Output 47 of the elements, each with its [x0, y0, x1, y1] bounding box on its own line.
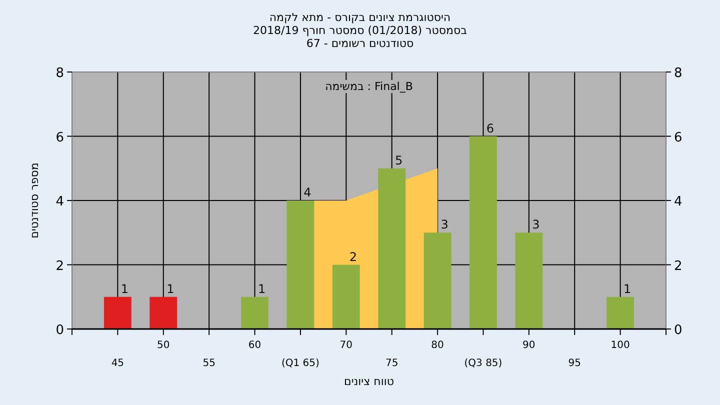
data-label: 1 [120, 282, 129, 296]
data-label: 5 [395, 153, 403, 168]
data-label: 3 [532, 218, 540, 232]
bar [606, 296, 634, 329]
annotation: Final_B : במשימה [325, 80, 413, 93]
y-tick-label: 0 [56, 323, 64, 338]
x-tick-label: 60 [248, 340, 262, 351]
bar [150, 296, 178, 329]
y-axis-title: מספר סטודנטים [28, 162, 41, 238]
chart-title: היסטוגרמת ציונים בקורס - מתא לקמה [269, 11, 451, 24]
x-tick-label: 55 [202, 358, 216, 369]
data-label: 2 [349, 250, 357, 264]
data-label: 6 [486, 121, 494, 136]
x-tick-label: 80 [431, 340, 444, 351]
x-tick-label: 90 [522, 340, 536, 351]
bar [378, 168, 406, 329]
y-tick-label: 2 [56, 258, 64, 274]
x-axis-title: טווח ציונים [344, 375, 394, 388]
data-label: 1 [166, 282, 174, 296]
y2-tick-label: 0 [674, 323, 682, 338]
y2-tick-label: 8 [674, 66, 682, 81]
data-label: 4 [304, 186, 312, 200]
bar [241, 296, 268, 329]
y2-tick-label: 2 [674, 258, 682, 274]
x-tick-label: (Q1 65) [281, 358, 320, 369]
y2-tick-label: 6 [674, 130, 682, 146]
x-tick-label: 70 [340, 340, 353, 351]
x-tick-label: 100 [610, 340, 630, 351]
y-tick-label: 6 [56, 130, 64, 146]
y-tick-label: 4 [56, 194, 64, 210]
chart-subtitle: בסמסטר (01/2018) סמסטר חורף 2018/19 סטודנטים רשומים - 67 [253, 24, 467, 50]
x-tick-label: 75 [385, 358, 398, 369]
data-label: 3 [440, 218, 448, 232]
bar [424, 232, 452, 329]
bar [104, 296, 132, 329]
y-tick-label: 8 [56, 66, 64, 81]
x-tick-label: 50 [157, 340, 170, 351]
bar [286, 200, 314, 329]
y2-tick-label: 4 [674, 194, 682, 210]
x-tick-label: 45 [111, 358, 124, 369]
data-label: 1 [623, 282, 632, 296]
bar [470, 136, 497, 329]
x-tick-label: 95 [568, 358, 581, 369]
x-tick-label: (Q3 85) [464, 358, 502, 369]
bar [332, 264, 360, 329]
data-label: 1 [258, 282, 266, 296]
bar [515, 232, 543, 329]
